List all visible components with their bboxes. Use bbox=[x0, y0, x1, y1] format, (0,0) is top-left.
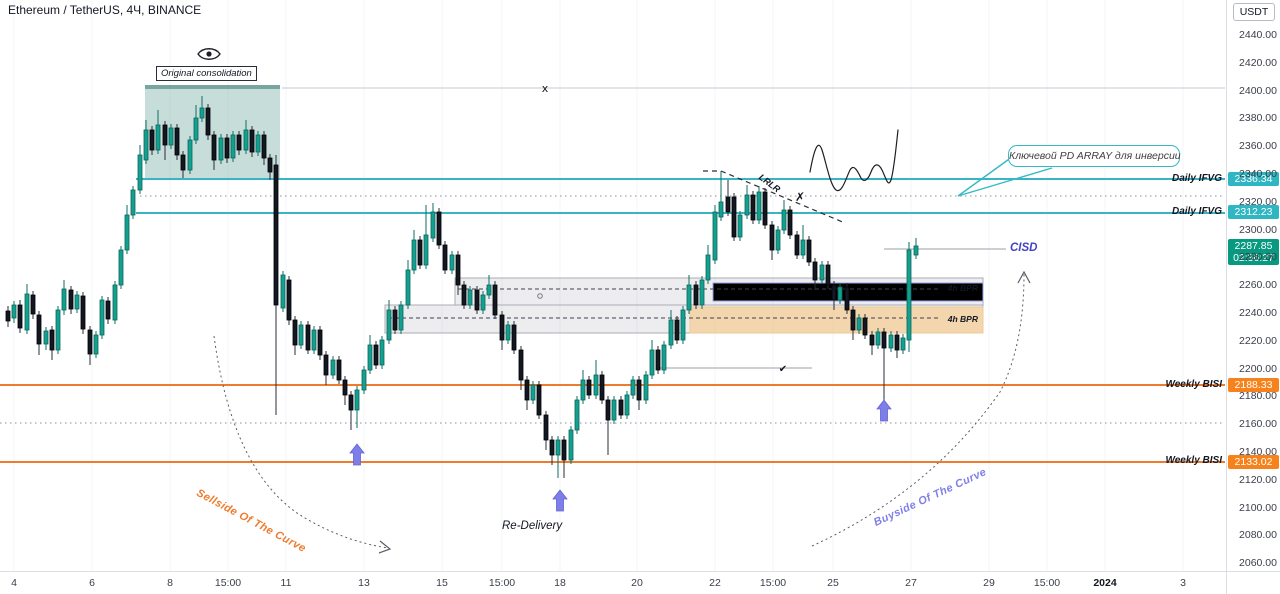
time-label: 13 bbox=[358, 577, 370, 589]
price-badge-weekly-bisi-bottom: 2133.02 bbox=[1228, 455, 1279, 469]
time-label: 11 bbox=[280, 577, 292, 589]
bar-countdown: 02:36:27 bbox=[1233, 252, 1274, 264]
time-label: 8 bbox=[167, 577, 173, 589]
price-tick: 2420.00 bbox=[1239, 56, 1277, 69]
price-badge-last-price: 2287.85 02:36:27 bbox=[1228, 239, 1279, 265]
time-label: 25 bbox=[827, 577, 839, 589]
re-delivery-label[interactable]: Re-Delivery bbox=[502, 520, 563, 532]
bpr-4h-label-top[interactable]: 4h BPR bbox=[947, 283, 978, 293]
price-badge-daily-ifvg-bottom: 2312.23 bbox=[1228, 205, 1279, 219]
price-tick: 2400.00 bbox=[1239, 84, 1277, 97]
price-chart[interactable]: x ✗ ✔ bbox=[0, 0, 1226, 571]
time-label: 15:00 bbox=[214, 577, 242, 589]
daily-ifvg-label-bottom[interactable]: Daily IFVG bbox=[1171, 206, 1222, 217]
price-badge-daily-ifvg-top: 2336.34 bbox=[1228, 172, 1279, 186]
price-tick: 2240.00 bbox=[1239, 307, 1277, 319]
price-tick: 2340.00 bbox=[1239, 168, 1277, 180]
time-label: 15 bbox=[436, 577, 448, 589]
price-tick: 2160.00 bbox=[1239, 418, 1277, 431]
time-label: 29 bbox=[983, 577, 995, 589]
price-tick: 2440.00 bbox=[1239, 29, 1277, 41]
price-tick: 2300.00 bbox=[1239, 223, 1277, 236]
price-tick: 2180.00 bbox=[1239, 390, 1277, 403]
svg-text:✗: ✗ bbox=[795, 190, 805, 204]
time-label: 20 bbox=[631, 577, 643, 589]
svg-text:✔: ✔ bbox=[779, 364, 787, 375]
price-tick: 2140.00 bbox=[1239, 446, 1277, 458]
weekly-bisi-label-top[interactable]: Weekly BISI bbox=[1165, 379, 1222, 390]
price-tick: 2100.00 bbox=[1239, 501, 1277, 514]
time-label: 15:00 bbox=[759, 577, 787, 589]
time-label: 15:00 bbox=[1033, 577, 1061, 589]
bpr-4h-label-bottom[interactable]: 4h BPR bbox=[947, 314, 978, 324]
weekly-bisi-label-bottom[interactable]: Weekly BISI bbox=[1165, 455, 1222, 466]
price-tick: 2260.00 bbox=[1239, 279, 1277, 292]
svg-text:x: x bbox=[542, 82, 549, 95]
time-label: 27 bbox=[905, 577, 917, 589]
price-tick: 2120.00 bbox=[1239, 473, 1277, 486]
time-label: 3 bbox=[1180, 577, 1186, 589]
price-tick: 2200.00 bbox=[1239, 362, 1277, 375]
price-axis[interactable]: USDT 2336.34 2312.23 2287.85 02:36:27 218… bbox=[1226, 0, 1280, 594]
time-label: 18 bbox=[554, 577, 566, 589]
time-label: 4 bbox=[11, 577, 17, 589]
last-price-value: 2287.85 bbox=[1234, 240, 1273, 252]
price-tick: 2380.00 bbox=[1239, 112, 1277, 125]
time-label: 22 bbox=[709, 577, 721, 589]
price-badge-weekly-bisi-top: 2188.33 bbox=[1228, 378, 1279, 392]
original-consolidation-label[interactable]: Original consolidation bbox=[156, 66, 257, 81]
time-label: 6 bbox=[89, 577, 95, 589]
pd-array-callout[interactable]: Ключевой PD ARRAY для инверсии bbox=[1008, 145, 1181, 167]
price-tick: 2060.00 bbox=[1239, 557, 1277, 570]
price-tick: 2360.00 bbox=[1239, 140, 1277, 153]
price-axis-unit: USDT bbox=[1233, 3, 1275, 21]
daily-ifvg-label-top[interactable]: Daily IFVG bbox=[1171, 173, 1222, 184]
axis-corner bbox=[1226, 571, 1280, 594]
time-label: 15:00 bbox=[488, 577, 516, 589]
time-axis[interactable]: 4 6 8 15:00 11 13 15 15:00 18 20 22 15:00 25 27 29 15:0… bbox=[0, 571, 1226, 594]
time-label: 2024 bbox=[1093, 577, 1117, 589]
price-tick: 2080.00 bbox=[1239, 529, 1277, 542]
price-tick: 2280.00 bbox=[1239, 251, 1277, 264]
price-tick: 2320.00 bbox=[1239, 195, 1277, 208]
price-tick: 2220.00 bbox=[1239, 334, 1277, 347]
cisd-label[interactable]: CISD bbox=[1010, 242, 1038, 254]
symbol-title[interactable]: Ethereum / TetherUS, 4Ч, BINANCE bbox=[8, 3, 202, 17]
